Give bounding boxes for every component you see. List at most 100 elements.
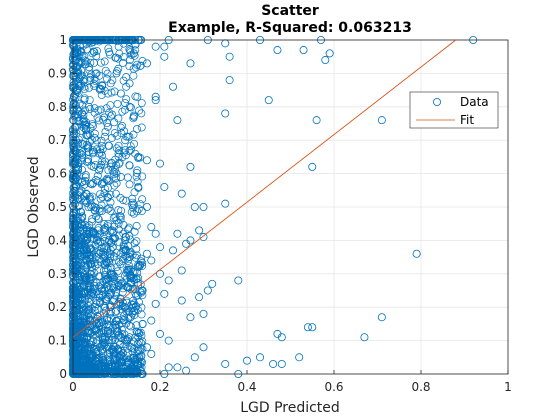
data-point	[273, 46, 282, 55]
data-point	[78, 148, 87, 157]
data-point	[85, 315, 94, 324]
data-point	[98, 340, 107, 349]
data-point	[88, 120, 97, 129]
data-point	[151, 42, 160, 51]
data-point	[78, 333, 87, 342]
data-point	[199, 309, 208, 318]
data-point	[116, 89, 125, 98]
data-point	[71, 255, 80, 264]
data-point	[118, 284, 127, 293]
data-point	[89, 148, 98, 157]
y-tick-label: 0.9	[48, 66, 67, 80]
data-point	[107, 308, 116, 316]
data-point	[124, 334, 133, 343]
data-point	[90, 317, 99, 326]
data-point	[70, 346, 79, 354]
data-point	[93, 171, 102, 180]
data-point	[100, 189, 109, 198]
data-point	[70, 313, 79, 322]
data-point	[74, 166, 83, 174]
data-point	[88, 49, 97, 58]
data-point	[124, 265, 133, 274]
data-point	[77, 186, 86, 195]
y-axis-label: LGD Observed	[26, 156, 42, 257]
data-point	[164, 276, 173, 285]
data-point	[74, 135, 83, 144]
data-point	[151, 299, 160, 308]
data-point	[122, 319, 131, 328]
data-point	[78, 311, 87, 320]
data-point	[75, 99, 84, 108]
data-point	[93, 113, 102, 122]
data-point	[97, 91, 106, 99]
data-point	[77, 178, 86, 187]
data-point	[78, 156, 87, 165]
data-point	[119, 255, 128, 263]
data-point	[125, 231, 134, 240]
data-point	[108, 243, 117, 252]
data-point	[99, 358, 108, 366]
data-point	[105, 259, 114, 268]
data-point	[80, 250, 88, 259]
data-point	[74, 67, 83, 76]
data-point	[107, 133, 116, 142]
data-point	[91, 176, 100, 184]
data-point	[129, 364, 138, 373]
data-point	[121, 340, 130, 349]
data-point	[114, 206, 123, 215]
data-point	[70, 350, 79, 359]
data-point	[90, 108, 99, 117]
data-point	[114, 64, 123, 73]
data-point	[132, 222, 141, 230]
data-point	[106, 250, 115, 259]
data-point	[70, 319, 79, 328]
data-point	[113, 327, 122, 335]
data-point	[137, 363, 146, 372]
data-point	[135, 106, 144, 115]
data-point	[93, 305, 102, 314]
data-point	[221, 109, 230, 118]
data-point	[119, 246, 127, 255]
data-point	[71, 355, 80, 364]
data-point	[114, 141, 123, 150]
data-point	[120, 335, 129, 344]
data-point	[113, 267, 122, 276]
chart-subtitle: Example, R-Squared: 0.063213	[168, 20, 412, 36]
data-point	[99, 225, 108, 234]
data-point	[84, 302, 93, 310]
data-point	[132, 251, 141, 260]
data-point	[128, 250, 137, 259]
data-point	[147, 349, 156, 358]
data-point	[137, 99, 146, 108]
data-point	[83, 157, 91, 166]
data-point	[71, 111, 80, 120]
data-point	[87, 135, 96, 144]
data-point	[99, 329, 108, 338]
data-point	[321, 56, 330, 65]
data-point	[69, 130, 78, 139]
data-point	[79, 192, 88, 201]
data-point	[164, 363, 173, 372]
data-point	[96, 237, 105, 246]
data-point	[126, 342, 135, 351]
data-point	[121, 271, 129, 280]
data-point	[81, 173, 90, 182]
data-point	[120, 127, 129, 136]
data-point	[115, 352, 124, 361]
data-point	[160, 42, 169, 51]
data-point	[325, 49, 334, 58]
data-point	[122, 307, 131, 316]
data-point	[124, 223, 133, 232]
data-point	[132, 245, 141, 253]
data-point	[118, 348, 127, 357]
data-point	[69, 84, 78, 93]
data-point	[119, 221, 128, 229]
data-point	[131, 40, 140, 49]
data-point	[104, 316, 113, 325]
data-point	[133, 367, 142, 376]
data-point	[142, 156, 151, 165]
data-point	[142, 343, 151, 352]
data-point	[85, 194, 94, 203]
data-point	[98, 81, 106, 90]
data-point	[199, 233, 208, 242]
